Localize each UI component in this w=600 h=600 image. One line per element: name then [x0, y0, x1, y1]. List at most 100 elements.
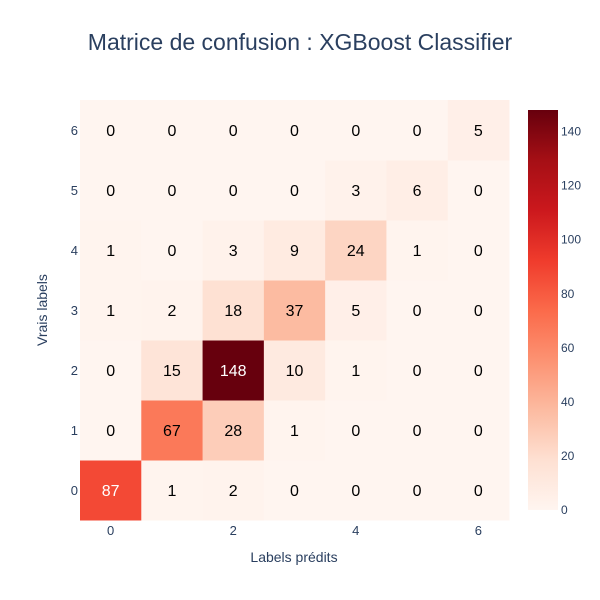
cell-value-label: 3: [351, 183, 360, 200]
heatmap-cell: [325, 160, 387, 221]
cell-value-label: 3: [229, 243, 238, 260]
y-axis-ticks: 0 1 2 3 4 5 6: [71, 123, 78, 498]
x-axis-title: Labels prédits: [250, 549, 337, 565]
cell-value-label: 2: [167, 303, 176, 320]
cell-value-label: 18: [224, 303, 242, 320]
heatmap-cell: [386, 400, 449, 461]
colorbar: [528, 110, 558, 510]
y-tick-label: 4: [71, 243, 78, 258]
cell-value-label: 5: [351, 303, 360, 320]
heatmap-cell: [325, 460, 387, 521]
heatmap-cell: [141, 400, 204, 461]
cell-value-label: 1: [351, 363, 360, 380]
y-tick-label: 6: [71, 123, 78, 138]
heatmap-cell: [263, 460, 326, 521]
cell-value-label: 87: [102, 483, 120, 500]
cell-value-label: 0: [413, 303, 422, 320]
heatmap-cell: [80, 340, 142, 401]
heatmap-cell: [202, 100, 265, 161]
x-axis-ticks: 0 2 4 6: [107, 523, 482, 538]
heatmap-cell: [325, 280, 387, 341]
cell-value-label: 0: [351, 423, 360, 440]
heatmap-cell: [141, 160, 204, 221]
colorbar-tick-label: 20: [561, 449, 575, 463]
heatmap-cell: [325, 400, 387, 461]
heatmap-cell: [447, 280, 510, 341]
heatmap-cell: [202, 460, 265, 521]
heatmap-cell: [386, 220, 449, 281]
cell-value-label: 0: [106, 123, 115, 140]
cell-value-label: 1: [290, 423, 299, 440]
heatmap-cell: [202, 160, 265, 221]
cell-value-label: 0: [474, 303, 483, 320]
heatmap-cell: [80, 460, 142, 521]
cell-value-label: 0: [413, 483, 422, 500]
cell-value-label: 0: [351, 483, 360, 500]
heatmap-cell: [80, 400, 142, 461]
heatmap-cell: [80, 220, 142, 281]
cell-value-label: 37: [286, 303, 304, 320]
heatmap-cell: [141, 100, 204, 161]
heatmap-cell: [386, 340, 449, 401]
heatmap-cell: [386, 160, 449, 221]
cell-value-label: 0: [106, 423, 115, 440]
heatmap-cell-labels: 87 1 2 0 0 0 00 67 28 1 0 0 00 15 148 10 1 0 01 2 18 37 5 0 01 0 3…: [102, 123, 483, 500]
cell-value-label: 28: [224, 423, 242, 440]
cell-value-label: 0: [413, 363, 422, 380]
heatmap-cell: [263, 400, 326, 461]
cell-value-label: 10: [286, 363, 304, 380]
x-tick-label: 4: [352, 523, 359, 538]
heatmap-cell: [80, 280, 142, 341]
cell-value-label: 0: [413, 423, 422, 440]
x-tick-label: 0: [107, 523, 114, 538]
heatmap-cell: [325, 100, 387, 161]
colorbar-tick-label: 60: [561, 341, 575, 355]
heatmap-cells: [80, 100, 510, 521]
cell-value-label: 0: [413, 123, 422, 140]
heatmap-cell: [202, 340, 265, 401]
heatmap-cell: [263, 160, 326, 221]
y-axis-title: Vrais labels: [34, 274, 50, 346]
x-tick-label: 6: [475, 523, 482, 538]
cell-value-label: 0: [167, 123, 176, 140]
heatmap-cell: [386, 280, 449, 341]
heatmap-cell: [447, 460, 510, 521]
colorbar-tick-label: 140: [561, 125, 581, 139]
heatmap-cell: [386, 100, 449, 161]
x-tick-label: 2: [230, 523, 237, 538]
heatmap-cell: [80, 160, 142, 221]
cell-value-label: 0: [106, 363, 115, 380]
cell-value-label: 1: [106, 303, 115, 320]
heatmap-cell: [447, 100, 510, 161]
heatmap-cell: [447, 160, 510, 221]
y-tick-label: 3: [71, 303, 78, 318]
cell-value-label: 5: [474, 123, 483, 140]
heatmap-cell: [325, 340, 387, 401]
colorbar-tick-label: 120: [561, 179, 581, 193]
heatmap-cell: [263, 340, 326, 401]
heatmap-cell: [386, 460, 449, 521]
colorbar-tick-label: 100: [561, 233, 581, 247]
cell-value-label: 0: [474, 243, 483, 260]
heatmap-cell: [263, 280, 326, 341]
heatmap-cell: [141, 340, 204, 401]
cell-value-label: 6: [413, 183, 422, 200]
colorbar-tick-label: 0: [561, 503, 568, 517]
cell-value-label: 67: [163, 423, 181, 440]
y-tick-label: 2: [71, 363, 78, 378]
heatmap-cell: [263, 220, 326, 281]
heatmap-cell: [447, 340, 510, 401]
y-tick-label: 1: [71, 423, 78, 438]
cell-value-label: 0: [474, 363, 483, 380]
cell-value-label: 9: [290, 243, 299, 260]
cell-value-label: 0: [167, 243, 176, 260]
cell-value-label: 0: [167, 183, 176, 200]
cell-value-label: 0: [229, 183, 238, 200]
cell-value-label: 0: [474, 483, 483, 500]
heatmap-cell: [202, 400, 265, 461]
cell-value-label: 0: [474, 423, 483, 440]
heatmap-cell: [202, 280, 265, 341]
cell-value-label: 0: [474, 183, 483, 200]
cell-value-label: 0: [229, 123, 238, 140]
